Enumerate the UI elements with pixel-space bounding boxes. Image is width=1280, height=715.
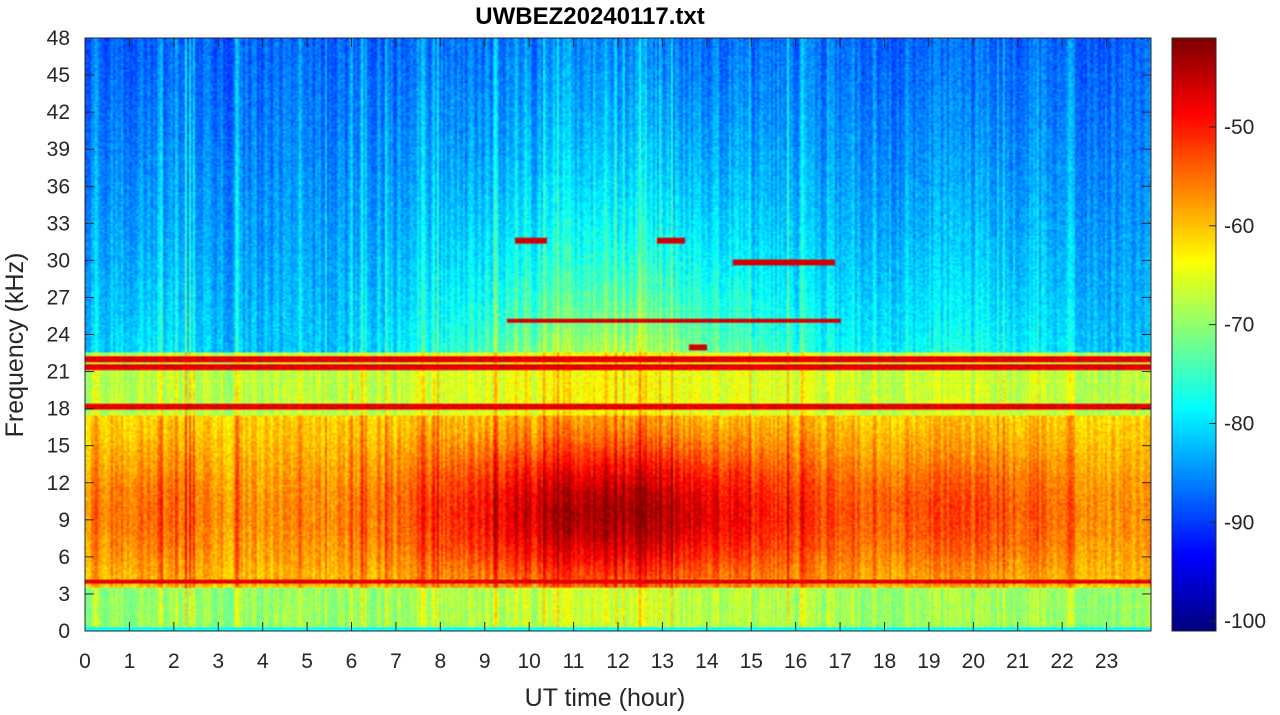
y-tick-label: 12	[47, 472, 70, 495]
y-tick-label: 15	[47, 435, 70, 458]
x-tick-label: 2	[168, 650, 180, 673]
x-tick-label: 4	[257, 650, 269, 673]
x-tick-label: 5	[301, 650, 313, 673]
y-tick-label: 48	[47, 27, 70, 50]
x-tick-label: 3	[212, 650, 224, 673]
colorbar: -50 -60 -70 -80 -90 -100	[1171, 37, 1266, 633]
x-tick-label: 21	[1006, 650, 1029, 673]
x-tick-label: 7	[390, 650, 402, 673]
colorbar-tick-label: -50	[1224, 116, 1254, 139]
colorbar-gradient	[1172, 38, 1216, 631]
x-tick-label: 8	[434, 650, 446, 673]
x-tick-label: 20	[962, 650, 985, 673]
colorbar-ticks: -50 -60 -70 -80 -90 -100	[1209, 116, 1266, 633]
x-tick-label: 19	[917, 650, 940, 673]
x-tick-label: 6	[346, 650, 358, 673]
x-tick-label: 9	[479, 650, 491, 673]
y-tick-label: 21	[47, 361, 70, 384]
x-axis-label: UT time (hour)	[525, 684, 686, 712]
y-tick-label: 27	[47, 286, 70, 309]
x-tick-label: 22	[1050, 650, 1073, 673]
y-tick-label: 45	[47, 64, 70, 87]
colorbar-tick-label: -70	[1224, 314, 1254, 337]
x-tick-label: 10	[517, 650, 540, 673]
y-tick-label: 24	[47, 324, 71, 347]
plot-area	[84, 37, 1152, 632]
y-tick-label: 9	[58, 509, 70, 532]
y-axis-label: Frequency (kHz)	[1, 253, 29, 438]
y-tick-label: 39	[47, 138, 70, 161]
x-tick-label: 16	[784, 650, 807, 673]
x-tick-label: 12	[606, 650, 629, 673]
colorbar-tick-label: -90	[1224, 511, 1254, 534]
x-tick-label: 0	[79, 650, 91, 673]
x-tick-label: 14	[695, 650, 719, 673]
chart-title: UWBEZ20240117.txt	[475, 3, 704, 30]
x-tick-label: 23	[1095, 650, 1118, 673]
y-tick-label: 0	[58, 620, 70, 643]
x-tick-label: 18	[873, 650, 896, 673]
y-tick-label: 6	[58, 546, 70, 569]
y-tick-label: 42	[47, 101, 70, 124]
y-tick-label: 18	[47, 398, 70, 421]
y-tick-label: 3	[58, 583, 70, 606]
x-tick-label: 13	[651, 650, 674, 673]
y-tick-label: 36	[47, 175, 70, 198]
y-tick-label: 33	[47, 212, 70, 235]
spectrogram-heatmap	[85, 38, 1151, 631]
x-tick-label: 11	[563, 650, 585, 673]
colorbar-tick-label: -60	[1224, 215, 1254, 238]
x-axis: 0 1 2 3 4 5 6 7 8 9 10 11 12 13 14 15 16 17 18 19 20 21 22 23	[79, 38, 1118, 673]
colorbar-tick-label: -80	[1224, 412, 1254, 435]
x-tick-label: 17	[828, 650, 851, 673]
x-tick-label: 1	[124, 650, 136, 673]
colorbar-tick-label: -100	[1224, 610, 1266, 633]
x-tick-label: 15	[740, 650, 763, 673]
colorbar-frame	[1171, 37, 1217, 632]
y-tick-label: 30	[47, 249, 70, 272]
